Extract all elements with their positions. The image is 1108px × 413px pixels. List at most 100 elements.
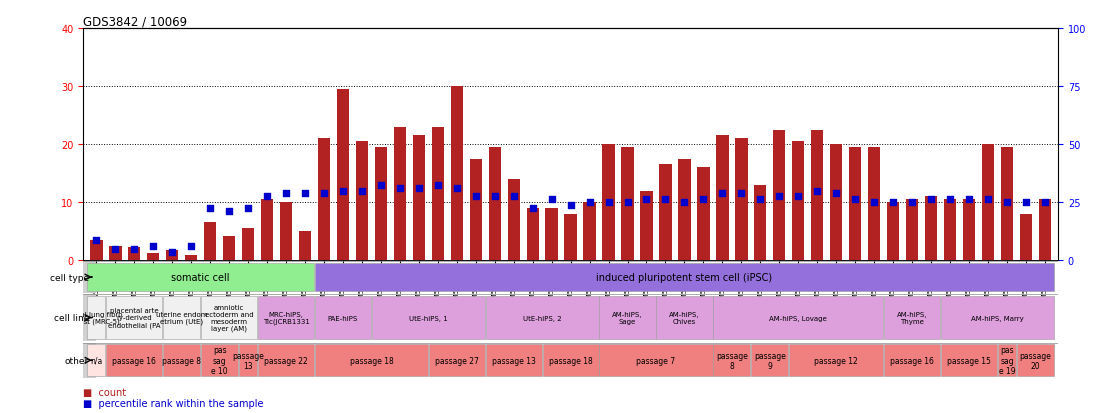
Bar [755,185,767,261]
Point [562,202,579,209]
Bar [868,148,880,261]
Point [789,194,807,200]
Point [486,194,504,200]
Bar [830,145,842,261]
FancyBboxPatch shape [789,344,883,377]
FancyBboxPatch shape [599,296,656,339]
Point [524,205,542,212]
Text: GDS3842 / 10069: GDS3842 / 10069 [83,16,187,29]
Point [296,191,314,197]
Text: AM-hiPS,
Chives: AM-hiPS, Chives [669,311,699,324]
Bar [603,145,615,261]
Point [676,199,694,206]
FancyBboxPatch shape [315,344,428,377]
Point [277,191,295,197]
Bar [944,200,956,261]
FancyBboxPatch shape [656,296,712,339]
Point [884,199,902,206]
Bar [526,209,538,261]
Point [543,197,561,203]
Text: placental arte
ry-derived
endothelial (PA: placental arte ry-derived endothelial (P… [109,308,161,328]
Bar [507,180,520,261]
Point [618,199,636,206]
Bar [470,159,482,261]
Bar [393,127,406,261]
FancyBboxPatch shape [83,262,96,293]
FancyBboxPatch shape [83,343,96,378]
Text: cell type: cell type [50,273,89,282]
Text: passage 22: passage 22 [264,356,308,365]
FancyBboxPatch shape [998,344,1016,377]
Text: passage 18: passage 18 [349,356,393,365]
Bar [129,248,141,261]
FancyBboxPatch shape [201,344,238,377]
Point [372,182,390,189]
Point [106,246,124,252]
Text: passage 8: passage 8 [162,356,202,365]
FancyBboxPatch shape [941,296,1054,339]
Point [865,199,883,206]
Bar [1019,214,1032,261]
FancyBboxPatch shape [163,344,201,377]
FancyBboxPatch shape [884,296,941,339]
Bar [356,142,368,261]
FancyBboxPatch shape [714,296,883,339]
Bar [489,148,501,261]
Bar [337,90,349,261]
Text: pas
sag
e 19: pas sag e 19 [998,346,1015,375]
Text: passage 16: passage 16 [112,356,156,365]
Bar [375,148,387,261]
Point [163,249,181,255]
Text: ■  percentile rank within the sample: ■ percentile rank within the sample [83,398,264,408]
Point [979,197,997,203]
FancyBboxPatch shape [714,344,750,377]
Bar [925,197,937,261]
Bar [412,136,425,261]
Point [657,197,675,203]
Text: passage 7: passage 7 [636,356,676,365]
Bar [697,168,709,261]
Bar [261,200,274,261]
Bar [792,142,804,261]
Point [202,205,219,212]
Point [391,185,409,192]
FancyBboxPatch shape [941,344,997,377]
Point [335,188,352,195]
Point [239,205,257,212]
Point [961,197,978,203]
Point [714,191,731,197]
Point [941,197,958,203]
Text: passage 12: passage 12 [814,356,858,365]
Text: AM-hiPS,
Thyme: AM-hiPS, Thyme [896,311,927,324]
Bar [147,254,160,261]
Bar [773,130,786,261]
Bar [204,223,216,261]
Point [695,197,712,203]
Point [847,197,864,203]
Point [998,199,1016,206]
FancyBboxPatch shape [88,263,315,292]
Point [466,194,484,200]
Bar [318,139,330,261]
FancyBboxPatch shape [543,344,598,377]
FancyBboxPatch shape [599,344,712,377]
Point [581,199,598,206]
Text: UtE-hiPS, 1: UtE-hiPS, 1 [409,315,448,321]
Point [258,194,276,200]
Text: passage
9: passage 9 [753,351,786,370]
Bar [678,159,690,261]
FancyBboxPatch shape [239,344,257,377]
Point [1036,199,1054,206]
Point [410,185,428,192]
Text: amniotic
ectoderm and
mesoderm
layer (AM): amniotic ectoderm and mesoderm layer (AM… [205,304,254,332]
Text: AM-hiPS,
Sage: AM-hiPS, Sage [613,311,643,324]
Point [637,197,655,203]
FancyBboxPatch shape [485,344,542,377]
Point [315,191,332,197]
Text: passage 27: passage 27 [434,356,479,365]
Text: passage 18: passage 18 [548,356,593,365]
FancyBboxPatch shape [201,296,257,339]
Bar [1038,200,1051,261]
Point [809,188,827,195]
Text: passage 15: passage 15 [947,356,991,365]
